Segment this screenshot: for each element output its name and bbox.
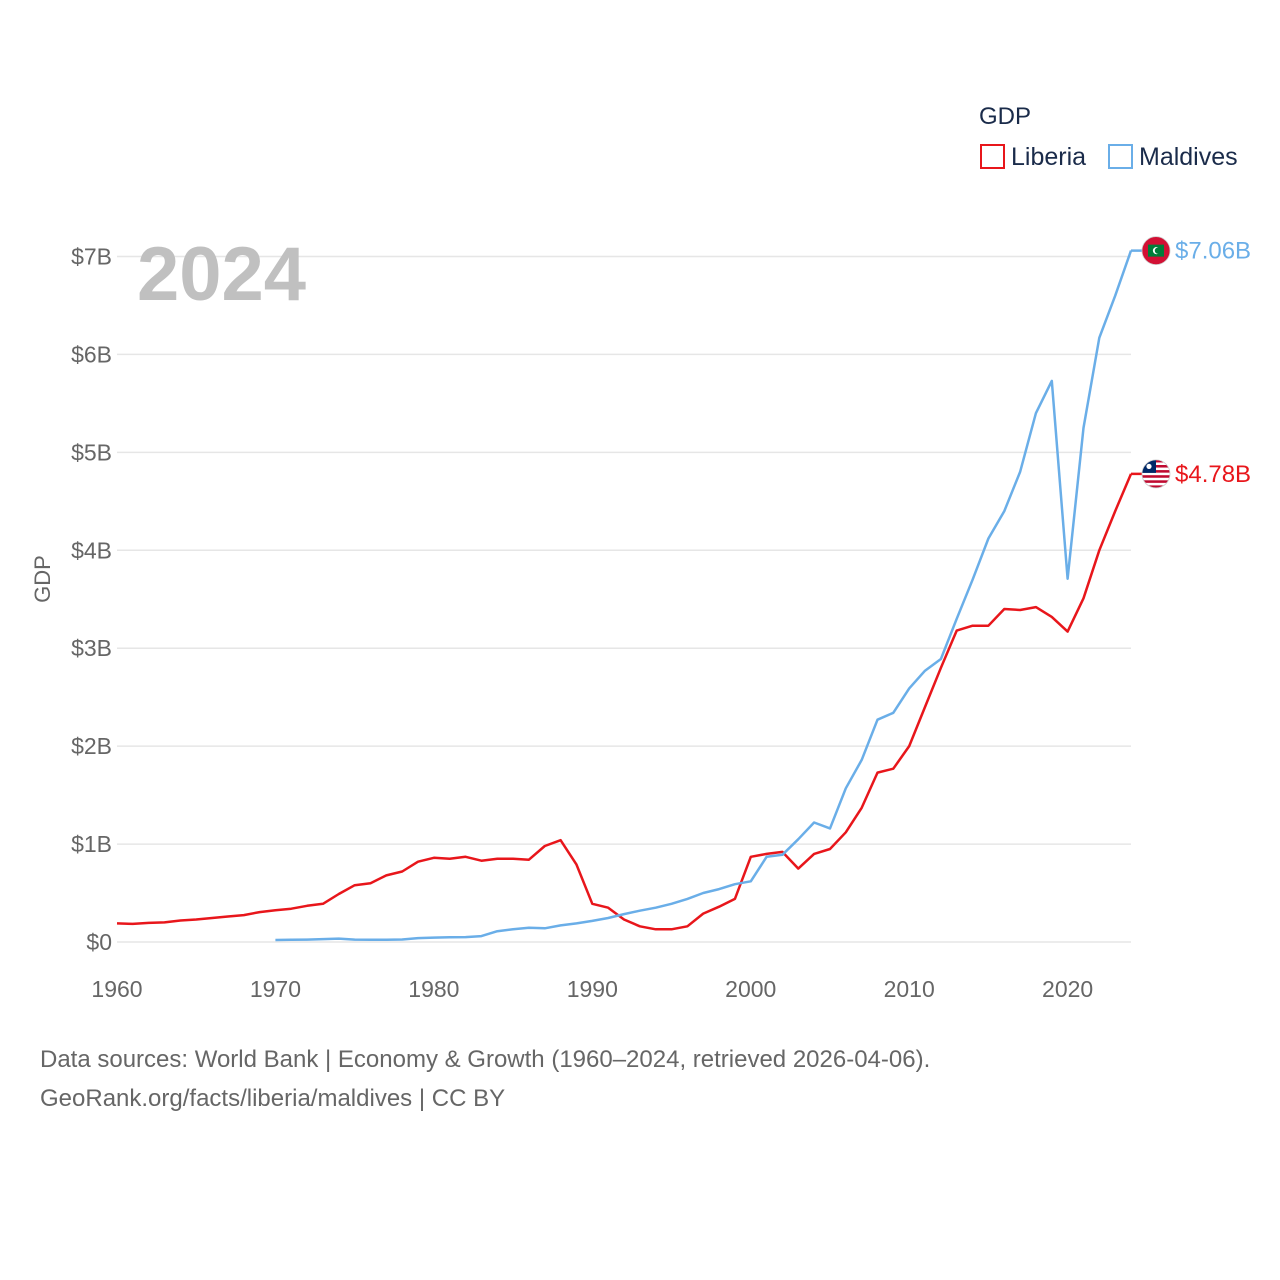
x-axis-ticks: 1960 1970 1980 1990 2000 2010 2020 xyxy=(91,976,1093,1002)
legend-label-maldives: Maldives xyxy=(1139,143,1238,171)
x-tick-label: 2020 xyxy=(1042,976,1093,1002)
end-value-label-liberia: $4.78B xyxy=(1175,461,1251,488)
y-axis-title: GDP xyxy=(30,555,55,603)
y-tick-label: $5B xyxy=(71,439,112,465)
x-tick-label: 2000 xyxy=(725,976,776,1002)
y-tick-label: $6B xyxy=(71,341,112,367)
gridlines xyxy=(117,255,1131,943)
x-tick-label: 1960 xyxy=(91,976,142,1002)
x-tick-label: 1990 xyxy=(567,976,618,1002)
y-tick-label: $0 xyxy=(86,929,112,955)
y-tick-label: $2B xyxy=(71,733,112,759)
legend-title: GDP xyxy=(979,103,1031,130)
x-tick-label: 1970 xyxy=(250,976,301,1002)
legend: GDP Liberia Maldives xyxy=(979,103,1238,171)
source-line-2[interactable]: GeoRank.org/facts/liberia/maldives | CC … xyxy=(40,1085,506,1112)
maldives-flag-icon xyxy=(1141,236,1171,266)
current-year-label: 2024 xyxy=(137,232,306,317)
source-line-1: Data sources: World Bank | Economy & Gro… xyxy=(40,1046,931,1073)
series-line-liberia[interactable] xyxy=(116,473,1133,931)
legend-item-liberia[interactable]: Liberia xyxy=(980,143,1086,171)
y-tick-label: $1B xyxy=(71,831,112,857)
series-end-markers: $4.78B $7.06B xyxy=(1131,236,1251,489)
series-lines xyxy=(116,250,1133,942)
y-tick-label: $4B xyxy=(71,537,112,563)
gdp-line-chart: $0 $1B $2B $3B $4B $5B $6B $7B 1960 1970 1980 1990… xyxy=(30,103,1251,1002)
liberia-flag-icon xyxy=(1141,459,1171,489)
y-axis-ticks: $0 $1B $2B $3B $4B $5B $6B $7B xyxy=(71,244,112,956)
legend-swatch-liberia xyxy=(980,144,1005,169)
legend-item-maldives[interactable]: Maldives xyxy=(1108,143,1238,171)
legend-swatch-maldives xyxy=(1108,144,1133,169)
y-tick-label: $7B xyxy=(71,244,112,270)
legend-label-liberia: Liberia xyxy=(1011,143,1086,171)
x-tick-label: 1980 xyxy=(408,976,459,1002)
source-note: Data sources: World Bank | Economy & Gro… xyxy=(40,1040,1240,1118)
end-value-label-maldives: $7.06B xyxy=(1175,238,1251,265)
x-tick-label: 2010 xyxy=(884,976,935,1002)
y-tick-label: $3B xyxy=(71,635,112,661)
series-line-maldives[interactable] xyxy=(275,250,1133,942)
